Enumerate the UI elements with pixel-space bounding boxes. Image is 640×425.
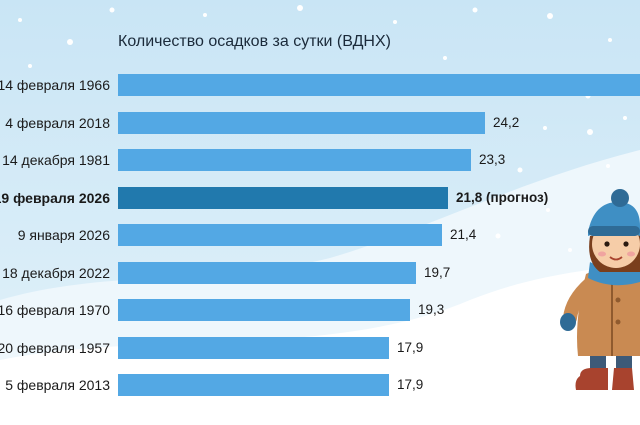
bar xyxy=(118,336,389,359)
snowflakes xyxy=(18,5,627,333)
value-label: 19,3 xyxy=(418,302,445,317)
value-label: 21,4 xyxy=(450,227,477,242)
bar xyxy=(118,149,471,171)
category-label: 14 декабря 1981 xyxy=(2,152,110,168)
category-label: 19 февраля 2026 xyxy=(0,189,110,206)
category-label: 18 декабря 2022 xyxy=(2,264,110,281)
bar xyxy=(118,111,485,134)
bar xyxy=(118,224,442,246)
bar xyxy=(118,374,389,396)
value-label: 17,9 xyxy=(397,339,424,355)
category-label: 5 февраля 2013 xyxy=(5,377,110,393)
child-illustration xyxy=(560,189,640,390)
chart-title: Количество осадков за сутки (ВДНХ) xyxy=(118,33,391,50)
bar xyxy=(118,74,640,96)
bar xyxy=(118,299,410,321)
category-label: 14 февраля 1966 xyxy=(0,77,110,93)
category-label: 9 января 2026 xyxy=(17,227,110,243)
category-label: 4 февраля 2018 xyxy=(5,114,110,131)
category-label: 20 февраля 1957 xyxy=(0,339,110,356)
bar xyxy=(118,186,448,209)
value-label: 19,7 xyxy=(424,264,451,280)
value-label: 24,2 xyxy=(493,114,520,130)
value-label: 21,8 (прогноз) xyxy=(456,189,549,205)
value-label: 23,3 xyxy=(479,152,506,167)
value-label: 17,9 xyxy=(397,377,424,392)
bar xyxy=(118,261,416,284)
category-label: 16 февраля 1970 xyxy=(0,302,110,318)
